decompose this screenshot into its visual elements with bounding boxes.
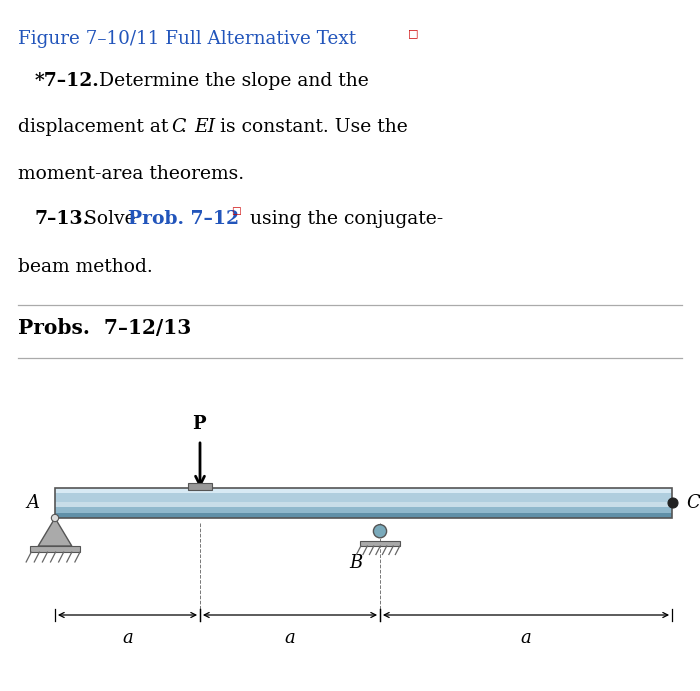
Text: Prob. 7–12: Prob. 7–12 (128, 210, 239, 228)
Text: □: □ (408, 28, 419, 38)
Text: □: □ (231, 207, 241, 216)
Text: *7–12.: *7–12. (35, 72, 99, 90)
Bar (55, 488, 672, 493)
Bar (188, 483, 212, 490)
Text: Determine the slope and the: Determine the slope and the (93, 72, 369, 90)
Text: Figure 7–10/11 Full Alternative Text: Figure 7–10/11 Full Alternative Text (18, 30, 356, 48)
Text: C: C (686, 494, 700, 512)
Bar (55, 513, 672, 518)
Text: using the conjugate-: using the conjugate- (244, 210, 443, 228)
Text: A: A (27, 494, 39, 512)
Text: B: B (349, 554, 363, 572)
Bar (55, 507, 672, 513)
Bar (30, 546, 80, 552)
Text: moment-area theorems.: moment-area theorems. (18, 165, 244, 183)
Polygon shape (38, 518, 72, 546)
Text: .: . (181, 118, 193, 136)
Text: EI: EI (194, 118, 215, 136)
Text: 7–13.: 7–13. (35, 210, 90, 228)
Bar (55, 502, 672, 507)
Text: beam method.: beam method. (18, 258, 153, 276)
Text: a: a (285, 629, 295, 647)
Ellipse shape (373, 524, 386, 538)
Bar (360, 541, 400, 546)
Text: a: a (122, 629, 133, 647)
Text: Probs.  7–12/13: Probs. 7–12/13 (18, 318, 191, 338)
Text: is constant. Use the: is constant. Use the (214, 118, 407, 136)
Text: Solve: Solve (78, 210, 141, 228)
Text: C: C (171, 118, 186, 136)
Text: a: a (521, 629, 531, 647)
Circle shape (51, 514, 59, 522)
Circle shape (668, 498, 678, 508)
Text: P: P (193, 415, 206, 433)
Text: displacement at: displacement at (18, 118, 174, 136)
Bar (55, 488, 672, 518)
Bar (55, 493, 672, 502)
